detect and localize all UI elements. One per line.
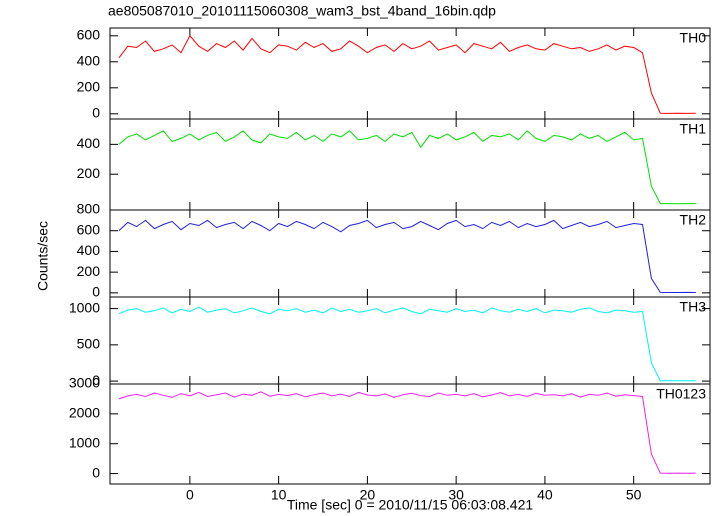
panel-frame [109, 209, 711, 298]
y-tick-label: 0 [92, 464, 100, 480]
light-curve [118, 391, 696, 474]
y-tick-label: 0 [92, 105, 100, 121]
y-tick-label: 600 [77, 27, 101, 43]
y-tick-label: 600 [77, 221, 101, 237]
x-tick-label: 40 [537, 487, 553, 503]
y-tick-label: 400 [77, 135, 101, 151]
x-tick-label: 10 [271, 487, 287, 503]
y-tick-label: 400 [77, 242, 101, 258]
y-tick-label: 800 [77, 201, 101, 217]
panel-frame [109, 118, 711, 211]
light-curve [118, 34, 696, 114]
panel-label: TH3 [680, 299, 707, 315]
panel-label: TH2 [680, 212, 707, 228]
y-tick-label: 3000 [69, 375, 100, 391]
chart-title: ae805087010_20101115060308_wam3_bst_4ban… [108, 3, 496, 19]
light-curve [118, 219, 696, 293]
panel-label: TH1 [680, 121, 707, 137]
light-curve [118, 130, 696, 205]
y-tick-label: 200 [77, 79, 101, 95]
y-tick-label: 500 [77, 336, 101, 352]
panel-frame [109, 27, 711, 120]
x-tick-label: 20 [360, 487, 376, 503]
panel-label: TH0 [680, 30, 707, 46]
y-tick-label: 1000 [69, 434, 100, 450]
y-tick-label: 200 [77, 165, 101, 181]
y-tick-label: 400 [77, 53, 101, 69]
y-axis-label: Counts/sec [35, 221, 51, 291]
y-tick-label: 200 [77, 263, 101, 279]
x-axis-label: Time [sec] 0 = 2010/11/15 06:03:08.421 [287, 497, 534, 513]
panel-label: TH0123 [656, 386, 706, 402]
light-curve [118, 306, 696, 382]
y-tick-label: 0 [92, 284, 100, 300]
y-tick-label: 1000 [69, 299, 100, 315]
y-tick-label: 0 [92, 372, 100, 388]
x-tick-label: 50 [626, 487, 642, 503]
panel-frame [109, 383, 711, 485]
x-tick-label: 0 [186, 487, 194, 503]
y-tick-label: 2000 [69, 405, 100, 421]
x-tick-label: 30 [448, 487, 464, 503]
